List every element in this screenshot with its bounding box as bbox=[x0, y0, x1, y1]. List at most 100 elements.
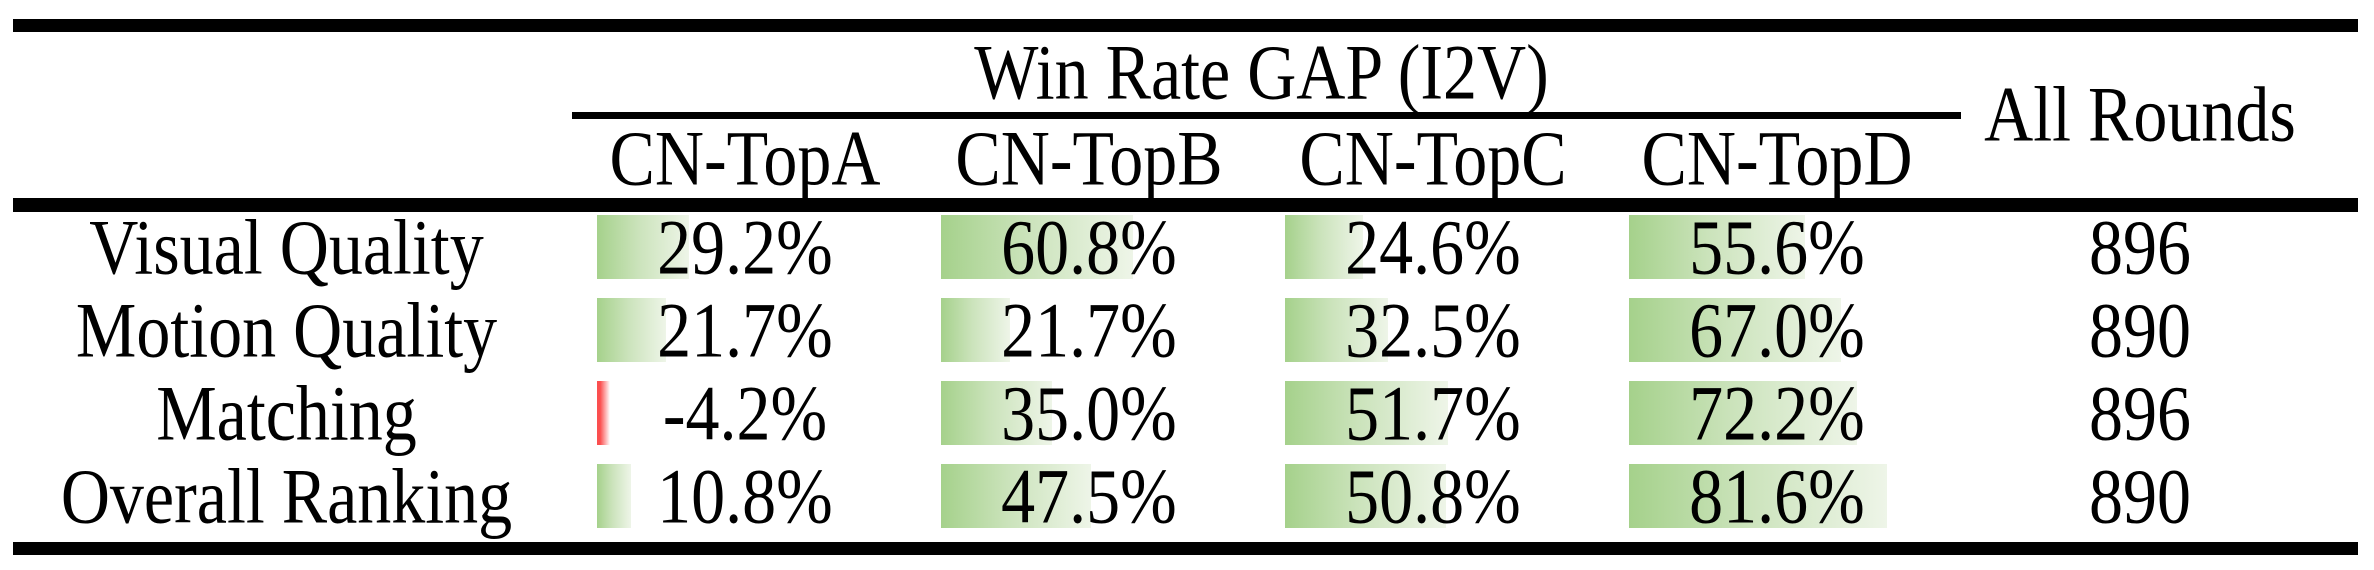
row-label-text: Visual Quality bbox=[89, 203, 484, 291]
table-cell: 50.8% bbox=[1261, 452, 1605, 540]
all-rounds-header: All Rounds bbox=[1950, 32, 2330, 196]
data-bar bbox=[1629, 381, 1857, 445]
all-rounds-value-text: 896 bbox=[2089, 203, 2191, 291]
row-label-text: Matching bbox=[156, 369, 417, 457]
cell-value-text: 81.6% bbox=[1689, 452, 1865, 540]
column-header-label: CN-TopA bbox=[609, 113, 881, 202]
cell-value-text: 50.8% bbox=[1345, 452, 1521, 540]
table-row: Matching -4.2% 35.0% 51.7% 72.2% 896 bbox=[0, 369, 2374, 457]
data-bar bbox=[941, 298, 1010, 362]
table-row: Visual Quality 29.2% 60.8% 24.6% 55.6% 896 bbox=[0, 203, 2374, 291]
table-row: Overall Ranking 10.8% 47.5% 50.8% 81.6% 890 bbox=[0, 452, 2374, 540]
all-rounds-value: 896 bbox=[1950, 369, 2330, 456]
cell-value: 81.6% bbox=[1605, 452, 1949, 539]
table-cell: 67.0% bbox=[1605, 286, 1949, 374]
cell-value-text: -4.2% bbox=[662, 369, 828, 457]
row-label: Matching bbox=[0, 369, 573, 456]
table-cell: 21.7% bbox=[573, 286, 917, 374]
cell-value-text: 24.6% bbox=[1345, 203, 1521, 291]
cell-value: 10.8% bbox=[573, 452, 917, 539]
cell-value-text: 21.7% bbox=[657, 286, 833, 374]
negative-data-bar bbox=[597, 381, 610, 445]
data-bar bbox=[1285, 464, 1446, 528]
column-header-label: CN-TopC bbox=[1299, 113, 1567, 202]
cell-value: 55.6% bbox=[1605, 203, 1949, 290]
data-bar bbox=[1629, 215, 1805, 279]
data-bar bbox=[597, 215, 689, 279]
table-cell: 55.6% bbox=[1605, 203, 1949, 291]
table-cell: 72.2% bbox=[1605, 369, 1949, 457]
table-cell: 47.5% bbox=[917, 452, 1261, 540]
cell-value-text: 35.0% bbox=[1001, 369, 1177, 457]
table-cell: 21.7% bbox=[917, 286, 1261, 374]
table-cell: 51.7% bbox=[1261, 369, 1605, 457]
column-header-cn-topc: CN-TopC bbox=[1261, 114, 1605, 201]
cell-value-text: 67.0% bbox=[1689, 286, 1865, 374]
column-header-label: CN-TopB bbox=[955, 113, 1223, 202]
table-cell: 32.5% bbox=[1261, 286, 1605, 374]
column-header-cn-topd: CN-TopD bbox=[1605, 114, 1949, 201]
cell-value-text: 60.8% bbox=[1001, 203, 1177, 291]
cell-value-text: 21.7% bbox=[1001, 286, 1177, 374]
data-bar bbox=[1285, 215, 1363, 279]
cell-value: 29.2% bbox=[573, 203, 917, 290]
column-header-cn-topa: CN-TopA bbox=[573, 114, 917, 201]
all-rounds-header-label: All Rounds bbox=[1984, 69, 2296, 158]
cell-value: 60.8% bbox=[917, 203, 1261, 290]
bottom-rule bbox=[13, 542, 2358, 555]
table-cell: 29.2% bbox=[573, 203, 917, 291]
cell-value: -4.2% bbox=[573, 369, 917, 456]
cell-value: 21.7% bbox=[573, 286, 917, 373]
table-cell: 60.8% bbox=[917, 203, 1261, 291]
row-label-text: Overall Ranking bbox=[60, 452, 513, 540]
cell-value: 47.5% bbox=[917, 452, 1261, 539]
column-header-label: CN-TopD bbox=[1641, 113, 1913, 202]
header-rule bbox=[13, 198, 2358, 212]
data-bar bbox=[1285, 381, 1448, 445]
row-label: Motion Quality bbox=[0, 286, 573, 373]
row-label-text: Motion Quality bbox=[75, 286, 498, 374]
cell-value: 50.8% bbox=[1261, 452, 1605, 539]
data-bar bbox=[941, 215, 1133, 279]
table-cell: 81.6% bbox=[1605, 452, 1949, 540]
data-bar bbox=[597, 464, 631, 528]
table-row: Motion Quality 21.7% 21.7% 32.5% 67.0% 890 bbox=[0, 286, 2374, 374]
cell-value: 32.5% bbox=[1261, 286, 1605, 373]
all-rounds-value: 896 bbox=[1950, 203, 2330, 290]
all-rounds-value-text: 890 bbox=[2089, 452, 2191, 540]
cell-value: 35.0% bbox=[917, 369, 1261, 456]
span-header-win-rate-gap: Win Rate GAP (I2V) bbox=[573, 28, 1950, 115]
table-cell: -4.2% bbox=[573, 369, 917, 457]
data-bar bbox=[941, 464, 1091, 528]
row-label: Overall Ranking bbox=[0, 452, 573, 539]
all-rounds-value-text: 896 bbox=[2089, 369, 2191, 457]
table-cell: 10.8% bbox=[573, 452, 917, 540]
cell-value-text: 72.2% bbox=[1689, 369, 1865, 457]
data-bar bbox=[597, 298, 666, 362]
column-header-cn-topb: CN-TopB bbox=[917, 114, 1261, 201]
table-cell: 24.6% bbox=[1261, 203, 1605, 291]
cell-value-text: 10.8% bbox=[657, 452, 833, 540]
span-header-underline bbox=[572, 112, 1961, 119]
span-header-label: Win Rate GAP (I2V) bbox=[974, 27, 1549, 116]
table-cell: 35.0% bbox=[917, 369, 1261, 457]
data-bar bbox=[1629, 298, 1841, 362]
cell-value: 51.7% bbox=[1261, 369, 1605, 456]
row-label: Visual Quality bbox=[0, 203, 573, 290]
cell-value-text: 29.2% bbox=[657, 203, 833, 291]
cell-value: 72.2% bbox=[1605, 369, 1949, 456]
cell-value-text: 32.5% bbox=[1345, 286, 1521, 374]
data-bar bbox=[1629, 464, 1887, 528]
cell-value-text: 47.5% bbox=[1001, 452, 1177, 540]
cell-value: 67.0% bbox=[1605, 286, 1949, 373]
cell-value-text: 51.7% bbox=[1345, 369, 1521, 457]
all-rounds-value-text: 890 bbox=[2089, 286, 2191, 374]
data-bar bbox=[1285, 298, 1388, 362]
all-rounds-value: 890 bbox=[1950, 286, 2330, 373]
all-rounds-value: 890 bbox=[1950, 452, 2330, 539]
cell-value: 21.7% bbox=[917, 286, 1261, 373]
data-bar bbox=[941, 381, 1052, 445]
cell-value-text: 55.6% bbox=[1689, 203, 1865, 291]
cell-value: 24.6% bbox=[1261, 203, 1605, 290]
